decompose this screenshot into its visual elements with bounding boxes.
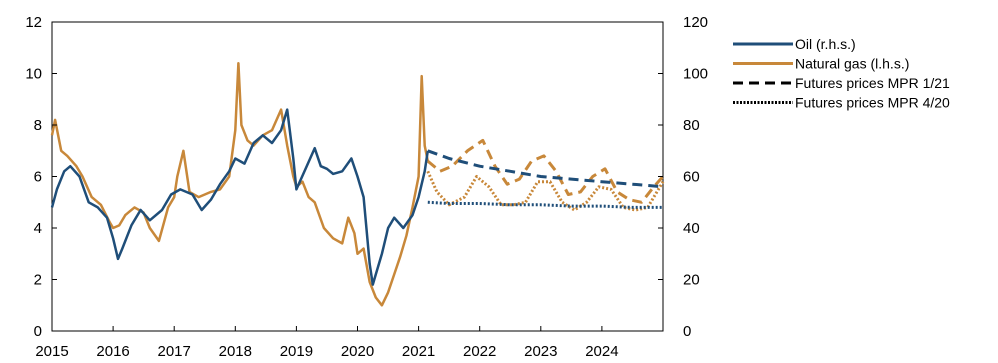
x-tick-label: 2017: [158, 343, 191, 360]
y-left-tick-label: 0: [34, 323, 42, 340]
x-tick-label: 2022: [463, 343, 496, 360]
legend: Oil (r.h.s.) Natural gas (l.h.s.) Futures …: [733, 36, 950, 111]
x-tick-label: 2024: [585, 343, 618, 360]
series-line-dotted-right: [427, 200, 663, 209]
y-right-tick-label: 80: [683, 117, 700, 134]
y-left-tick-label: 4: [34, 220, 42, 237]
legend-label: Natural gas (l.h.s.): [795, 56, 909, 72]
y-right-tick-label: 100: [683, 66, 708, 83]
series-line-solid-right: [50, 108, 430, 286]
x-tick-label: 2016: [96, 343, 129, 360]
x-tick-label: 2020: [341, 343, 374, 360]
y-right-tick-label: 20: [683, 272, 700, 289]
series-line-dashed-right: [427, 149, 664, 189]
legend-label: Oil (r.h.s.): [795, 36, 856, 52]
y-left-tick-label: 10: [25, 66, 42, 83]
legend-label: Futures prices MPR 1/21: [795, 75, 950, 91]
y-left-tick-label: 6: [34, 169, 42, 186]
y-right-tick-label: 40: [683, 220, 700, 237]
series-layer: [50, 61, 665, 307]
x-tick-label: 2018: [219, 343, 252, 360]
y-left-tick-label: 8: [34, 117, 42, 134]
y-left-tick-label: 2: [34, 272, 42, 289]
x-tick-label: 2021: [402, 343, 435, 360]
series-line-dotted-left: [426, 170, 665, 212]
y-left-tick-label: 12: [25, 14, 42, 31]
y-right-tick-label: 60: [683, 169, 700, 186]
legend-label: Futures prices MPR 4/20: [795, 95, 950, 111]
series-line-solid-left: [50, 61, 430, 307]
x-tick-label: 2023: [524, 343, 557, 360]
y-right-tick-label: 0: [683, 323, 691, 340]
x-tick-label: 2015: [35, 343, 68, 360]
y-right-tick-label: 120: [683, 14, 708, 31]
x-tick-label: 2019: [280, 343, 313, 360]
series-line-dashed-left: [426, 138, 665, 204]
